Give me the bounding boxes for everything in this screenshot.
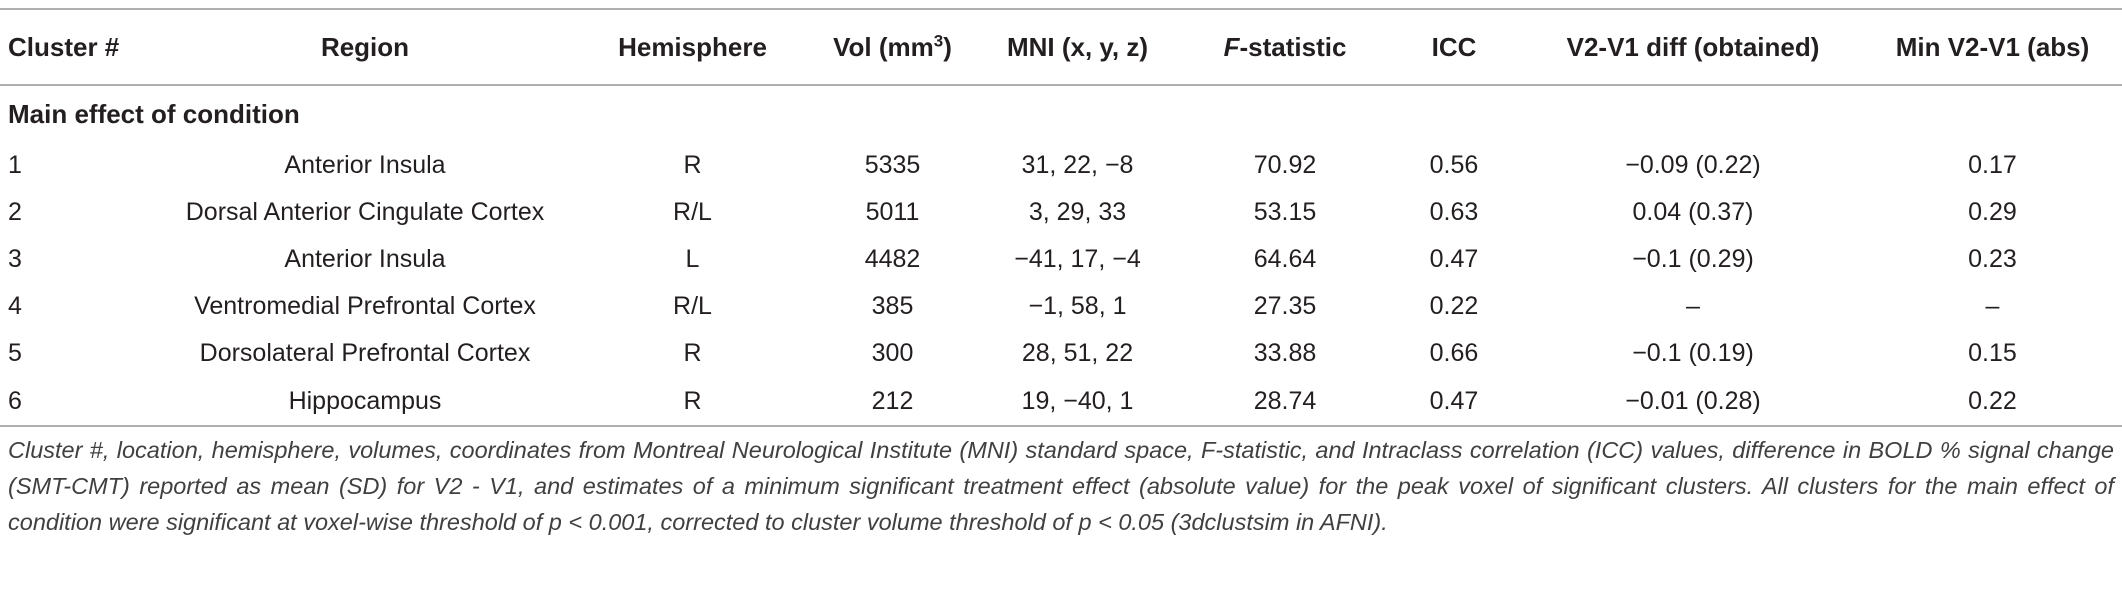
- cell-vol: 385: [871, 292, 914, 320]
- table-body: Main effect of condition 1 Anterior Insul…: [0, 85, 2122, 427]
- cell-icc: 0.47: [1385, 377, 1523, 427]
- cell-cluster: 5: [8, 339, 22, 367]
- section-label: Main effect of condition: [8, 98, 300, 129]
- header-region: Region: [160, 8, 570, 86]
- cell-f: 28.74: [1185, 377, 1385, 427]
- cell-hemisphere: R/L: [673, 292, 712, 320]
- cell-diff: −0.09 (0.22): [1625, 151, 1761, 179]
- cell-min: 0.29: [1968, 198, 2017, 226]
- cell-f: 33.88: [1253, 339, 1317, 367]
- cell-f: 64.64: [1253, 245, 1317, 273]
- table-row: 5 Dorsolateral Prefrontal Cortex R 300 28, 5…: [0, 330, 2122, 377]
- header-volume: Vol (mm3): [815, 8, 970, 86]
- cell-region: Anterior Insula: [284, 245, 446, 273]
- cell-region: Dorsal Anterior Cingulate Cortex: [185, 198, 545, 226]
- cell-region: Hippocampus: [160, 377, 570, 427]
- cell-vol: 4482: [864, 245, 921, 273]
- cell-cluster: 4: [8, 292, 22, 320]
- cell-vol: 5335: [864, 151, 921, 179]
- cell-icc: 0.56: [1429, 151, 1479, 179]
- section-row: Main effect of condition: [0, 85, 2122, 142]
- header-min: Min V2-V1 (abs): [1863, 8, 2122, 86]
- header-mni: MNI (x, y, z): [970, 8, 1185, 86]
- table-row: 4 Ventromedial Prefrontal Cortex R/L 385 −1,…: [0, 283, 2122, 330]
- cell-region: Anterior Insula: [284, 151, 446, 179]
- cell-diff: −0.01 (0.28): [1523, 377, 1863, 427]
- header-cluster: Cluster #: [0, 8, 160, 86]
- cell-icc: 0.22: [1429, 292, 1479, 320]
- cell-cluster: 2: [8, 198, 22, 226]
- table-row: 3 Anterior Insula L 4482 −41, 17, −4 64.64 0.4…: [0, 236, 2122, 283]
- cell-f: 53.15: [1253, 198, 1317, 226]
- header-icc: ICC: [1385, 8, 1523, 86]
- table-row: 2 Dorsal Anterior Cingulate Cortex R/L 5011…: [0, 189, 2122, 236]
- cell-mni: −41, 17, −4: [1014, 245, 1141, 273]
- cell-cluster: 3: [8, 245, 22, 273]
- header-volume-sup: 3: [933, 30, 944, 50]
- cell-diff: 0.04 (0.37): [1632, 198, 1754, 226]
- table-row: 1 Anterior Insula R 5335 31, 22, −8 70.92 0.56…: [0, 142, 2122, 189]
- cell-diff: –: [1686, 292, 1700, 320]
- cell-mni: 31, 22, −8: [1021, 151, 1134, 179]
- cell-icc: 0.63: [1429, 198, 1479, 226]
- cell-region: Dorsolateral Prefrontal Cortex: [199, 339, 531, 367]
- table-header: Cluster # Region Hemisphere Vol (mm3) MN…: [0, 8, 2122, 86]
- cell-vol: 5011: [865, 198, 920, 226]
- cell-min: –: [1985, 292, 2000, 320]
- cell-mni: 28, 51, 22: [1021, 339, 1134, 367]
- cell-diff: −0.1 (0.29): [1632, 245, 1754, 273]
- header-volume-close: ): [943, 31, 952, 62]
- cell-mni: 19, −40, 1: [970, 377, 1185, 427]
- cell-diff: −0.1 (0.19): [1632, 339, 1754, 367]
- cell-f: 27.35: [1253, 292, 1317, 320]
- cell-min: 0.23: [1968, 245, 2017, 273]
- header-diff: V2-V1 diff (obtained): [1523, 8, 1863, 86]
- cell-min: 0.22: [1863, 377, 2122, 427]
- header-hemisphere: Hemisphere: [570, 8, 815, 86]
- cell-hemisphere: R: [683, 151, 702, 179]
- cell-mni: 3, 29, 33: [1028, 198, 1127, 226]
- cell-hemisphere: L: [685, 245, 700, 273]
- cell-icc: 0.66: [1429, 339, 1479, 367]
- cell-hemisphere: R: [570, 377, 815, 427]
- cell-cluster: 6: [0, 377, 160, 427]
- results-table: Cluster # Region Hemisphere Vol (mm3) MN…: [0, 8, 2122, 427]
- cell-min: 0.15: [1968, 339, 2017, 367]
- cell-vol: 300: [871, 339, 914, 367]
- header-row: Cluster # Region Hemisphere Vol (mm3) MN…: [0, 8, 2122, 86]
- header-f-rest: -statistic: [1239, 31, 1347, 62]
- table-row: 6 Hippocampus R 212 19, −40, 1 28.74 0.47 −0.01…: [0, 377, 2122, 427]
- cell-vol: 212: [815, 377, 970, 427]
- header-volume-text: Vol (mm: [833, 31, 934, 62]
- cell-hemisphere: R/L: [673, 198, 712, 226]
- cell-f: 70.92: [1253, 151, 1317, 179]
- cell-region: Ventromedial Prefrontal Cortex: [194, 292, 536, 320]
- cell-min: 0.17: [1968, 151, 2017, 179]
- cell-icc: 0.47: [1429, 245, 1479, 273]
- header-f-italic: F: [1223, 31, 1240, 62]
- table-caption: Cluster #, location, hemisphere, volumes…: [8, 437, 2114, 535]
- cell-mni: −1, 58, 1: [1028, 292, 1127, 320]
- cell-hemisphere: R: [683, 339, 702, 367]
- header-f-statistic: F-statistic: [1185, 8, 1385, 86]
- cell-cluster: 1: [8, 151, 22, 179]
